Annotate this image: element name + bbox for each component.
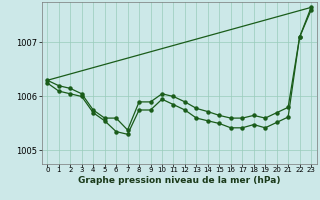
X-axis label: Graphe pression niveau de la mer (hPa): Graphe pression niveau de la mer (hPa) bbox=[78, 176, 280, 185]
